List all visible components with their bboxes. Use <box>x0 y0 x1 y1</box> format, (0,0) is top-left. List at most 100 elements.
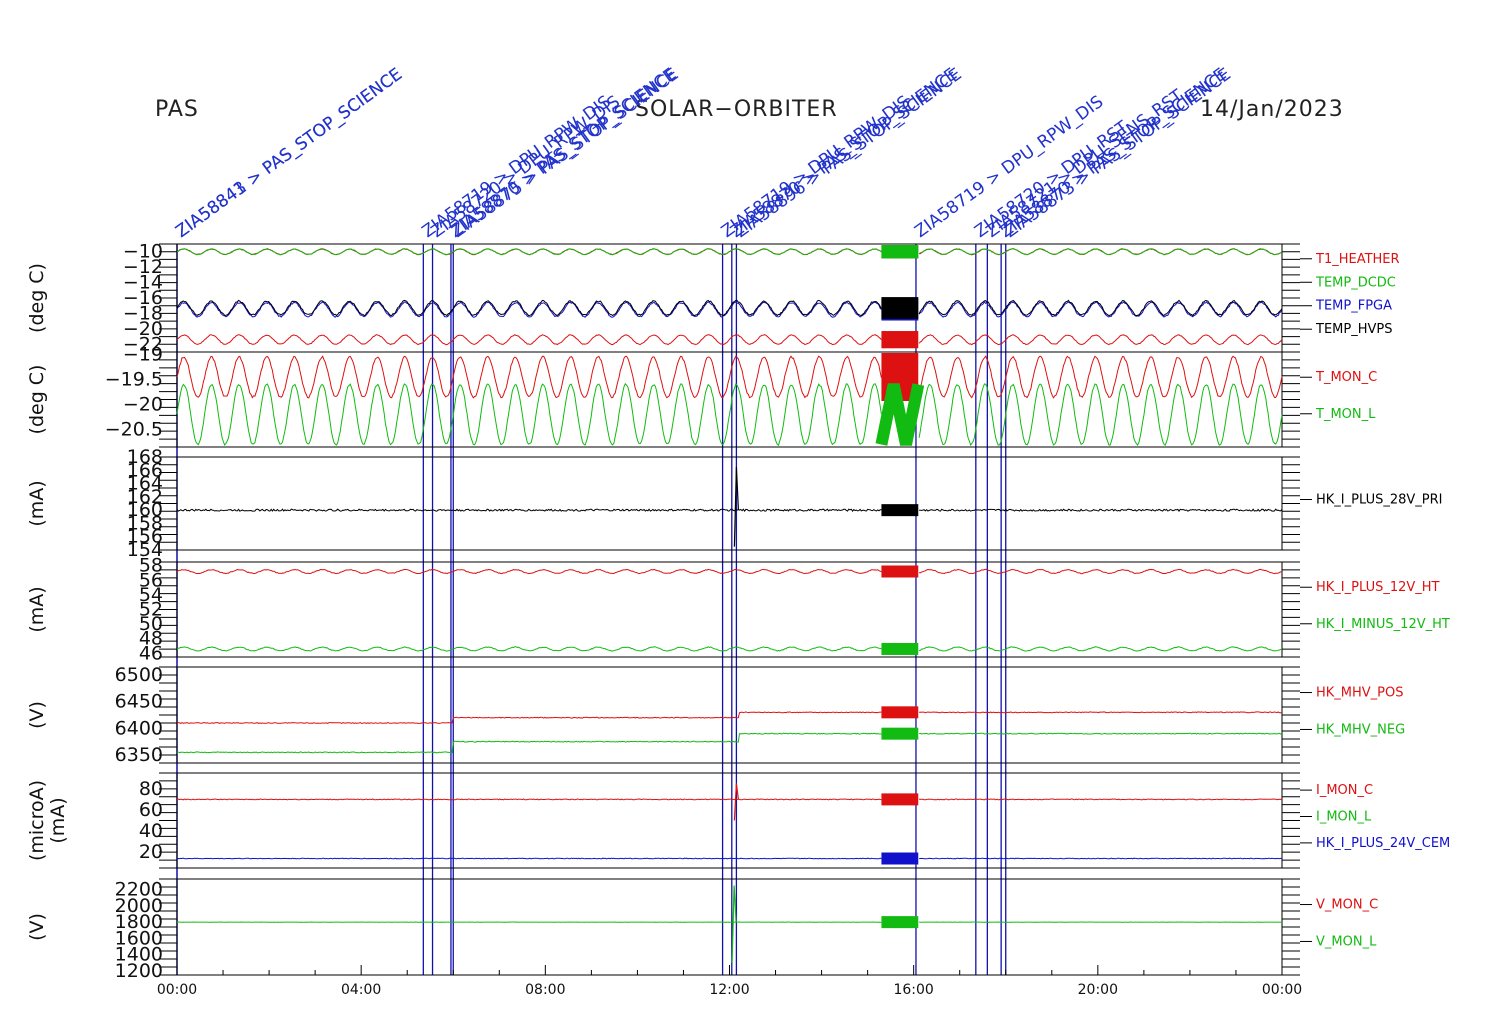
legend-label: HK_MHV_NEG <box>1316 722 1405 737</box>
y-tick-label: 6500 <box>115 664 163 686</box>
series-burst <box>881 297 919 319</box>
series-burst <box>881 331 919 349</box>
y-tick-label: −14 <box>123 272 163 294</box>
series-line-hk-i-plus-24v-cem <box>176 857 1282 860</box>
x-tick-label: 20:00 <box>1078 982 1118 998</box>
y-axis-label: (mA) <box>26 586 48 632</box>
series-burst <box>875 383 925 446</box>
y-tick-label: −19 <box>123 344 163 366</box>
panels: −10−12−14−16−18−20−22(deg C)T1_HEATHERTE… <box>26 241 1450 982</box>
series-burst <box>881 793 919 806</box>
series-burst <box>881 565 919 578</box>
y-tick-label: −20 <box>123 394 163 416</box>
series-spike <box>731 885 737 963</box>
y-axis-label-secondary: (mA) <box>47 797 69 843</box>
y-tick-label: 160 <box>127 499 163 521</box>
legend-label: I_MON_L <box>1316 810 1372 825</box>
y-tick-label: −12 <box>123 256 163 278</box>
legend-label: T1_HEATHER <box>1315 252 1400 267</box>
series-line-i-mon-c <box>176 798 1283 801</box>
y-tick-label: 158 <box>127 512 163 534</box>
y-axis-label: (mA) <box>26 480 48 526</box>
x-tick-label: 08:00 <box>525 982 565 998</box>
panel-2: −19 −19.5 −20 −20.5 (deg C) T_MON_C T_MON_L <box>26 344 1377 448</box>
legend-label: T_MON_L <box>1315 407 1376 422</box>
panel-frame <box>176 351 1283 448</box>
y-tick-label: 154 <box>127 539 163 561</box>
series-line-temp-hvps <box>176 299 1283 317</box>
panel-frame <box>176 666 1283 764</box>
series-line-t-mon-c <box>176 355 1283 399</box>
series-burst <box>881 706 919 719</box>
series-spike <box>733 466 740 547</box>
series-line-temp-dcdc <box>176 248 1283 256</box>
y-axis-label: (V) <box>26 913 48 941</box>
y-tick-label: 54 <box>139 584 163 606</box>
x-tick-label: 04:00 <box>341 982 381 998</box>
series-line-hk-mhv-neg <box>176 732 1283 754</box>
command-label: ZIA58875 > PAS_STOP_SCIENCE <box>448 64 682 242</box>
panel-frame <box>176 561 1283 658</box>
y-tick-label: −10 <box>123 241 163 263</box>
legend-label: V_MON_L <box>1316 934 1377 949</box>
legend-label: TEMP_FPGA <box>1315 299 1392 314</box>
y-tick-label: 48 <box>139 628 163 650</box>
y-tick-label: 6450 <box>115 691 163 713</box>
series-burst <box>881 727 919 740</box>
panel-5: 6500 6450 6400 6350 (V) HK_MHV_POS HK_MHV_NEG <box>26 664 1405 766</box>
y-tick-label: 1600 <box>115 927 163 949</box>
legend-label: V_MON_C <box>1316 898 1378 913</box>
y-tick-label: 20 <box>139 841 163 863</box>
y-tick-label: 40 <box>139 820 163 842</box>
legend-label: HK_I_PLUS_24V_CEM <box>1316 836 1450 851</box>
y-tick-label: 2200 <box>115 879 163 901</box>
y-tick-label: 6350 <box>115 744 163 766</box>
series-line-hk-i-minus-12v-ht <box>176 646 1283 652</box>
y-tick-label: 52 <box>139 599 163 621</box>
series-line-t-mon-l <box>176 382 1283 447</box>
y-tick-label: −20 <box>123 318 163 340</box>
y-tick-label: −22 <box>123 333 163 355</box>
series-line-hk-i-plus-28v-pri <box>176 508 1283 512</box>
y-tick-label: −16 <box>123 287 163 309</box>
y-tick-label: 156 <box>127 526 163 548</box>
legend-label: HK_I_PLUS_12V_HT <box>1316 580 1440 595</box>
series-line-hk-mhv-pos <box>176 711 1283 724</box>
y-tick-label: −18 <box>123 302 163 324</box>
y-tick-label: 60 <box>139 799 163 821</box>
series-burst <box>881 916 919 929</box>
series-burst <box>881 504 919 517</box>
series-line-unnamed <box>176 334 1283 346</box>
y-tick-label: 58 <box>139 555 163 577</box>
header-date: 14/Jan/2023 <box>1200 97 1344 122</box>
legend-label: TEMP_DCDC <box>1315 275 1396 290</box>
panel-1: −10−12−14−16−18−20−22 (deg C) T1_HEATHER TE… <box>26 241 1400 356</box>
legend-label: HK_I_PLUS_28V_PRI <box>1316 493 1442 508</box>
y-axis-label: (deg C) <box>26 263 48 333</box>
panel-frame <box>176 878 1283 976</box>
series-spike <box>733 783 740 821</box>
header-instrument: PAS <box>155 97 199 122</box>
legend-label: I_MON_C <box>1316 783 1373 798</box>
panel-frame <box>176 772 1283 869</box>
y-tick-label: 162 <box>127 486 163 508</box>
panel-frame <box>176 456 1283 551</box>
header-mission: SOLAR−ORBITER <box>635 97 838 122</box>
y-tick-label: 46 <box>139 642 163 664</box>
y-tick-label: 6400 <box>115 717 163 739</box>
command-label: ZIA58843 > PAS_STOP_SCIENCE <box>172 64 406 242</box>
y-tick-label: 80 <box>139 778 163 800</box>
series-burst <box>881 852 919 865</box>
y-tick-label: −19.5 <box>105 369 163 391</box>
legend-label: T_MON_C <box>1315 370 1377 385</box>
y-tick-label: 1400 <box>115 944 163 966</box>
series-burst <box>881 642 919 655</box>
y-axis-label: (microA) <box>26 780 48 861</box>
legend-label: HK_I_MINUS_12V_HT <box>1316 617 1450 632</box>
